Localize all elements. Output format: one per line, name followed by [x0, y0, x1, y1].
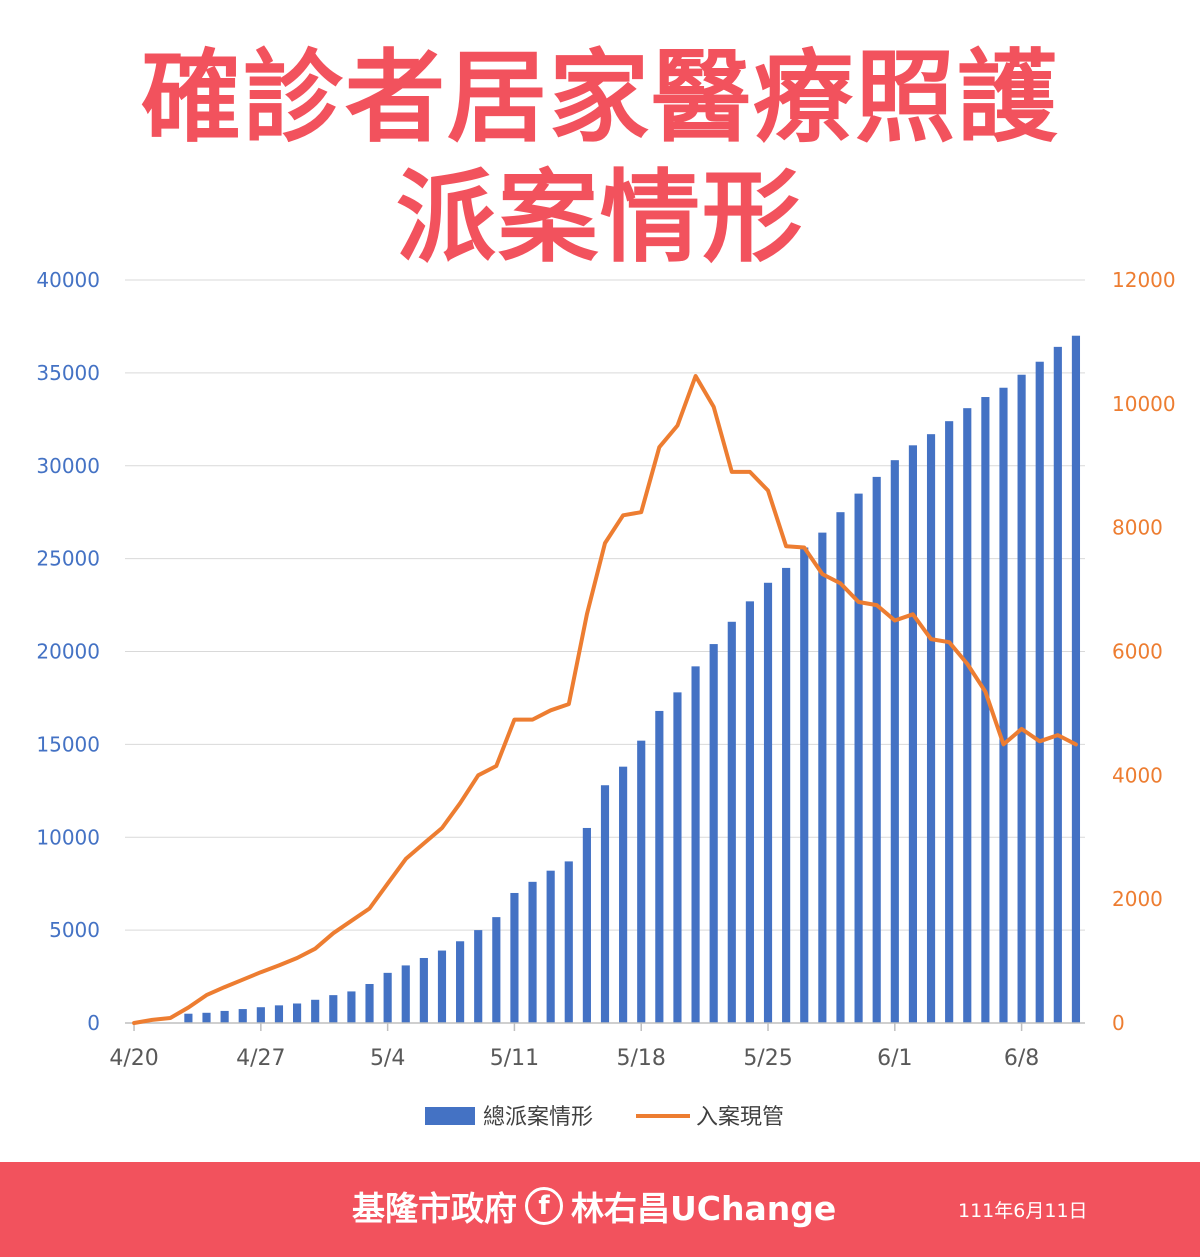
- footer-org: 基隆市政府: [352, 1189, 517, 1228]
- x-tick-label: 6/8: [1004, 1046, 1039, 1071]
- bar: [872, 476, 881, 1023]
- bar: [347, 991, 356, 1023]
- bar: [456, 941, 465, 1023]
- bar: [1035, 361, 1044, 1024]
- line-series-入案現管: [132, 374, 1078, 1025]
- bar: [818, 532, 827, 1023]
- bar: [800, 547, 809, 1023]
- y-right-tick-label: 0: [1112, 1011, 1125, 1035]
- bar: [637, 740, 646, 1023]
- y-right-tick-label: 10000: [1112, 392, 1176, 416]
- footer-credits: 基隆市政府 f 林右昌UChange: [352, 1182, 836, 1230]
- bar: [311, 999, 320, 1023]
- combo-chart: 0500010000150002000025000300003500040000…: [36, 268, 1176, 1130]
- bar: [401, 965, 410, 1023]
- bar: [890, 460, 899, 1023]
- bar: [836, 512, 845, 1023]
- bar: [329, 995, 338, 1023]
- bar: [727, 621, 736, 1023]
- x-tick-label: 6/1: [877, 1046, 912, 1071]
- bar: [782, 567, 791, 1023]
- bar: [1053, 346, 1062, 1023]
- bar: [600, 785, 610, 1023]
- y-left-tick-label: 5000: [49, 918, 100, 942]
- bar: [673, 692, 682, 1023]
- legend-label-bar: 總派案情形: [483, 1105, 593, 1130]
- x-tick-label: 5/18: [617, 1046, 666, 1071]
- bar: [365, 983, 374, 1023]
- bar: [945, 421, 954, 1023]
- chart-title-line-2: 派案情形: [396, 159, 804, 276]
- y-left-tick-label: 15000: [36, 732, 100, 756]
- y-right-tick-label: 4000: [1112, 763, 1163, 787]
- x-tick-label: 5/11: [490, 1046, 539, 1071]
- bar: [709, 644, 718, 1023]
- bar: [474, 930, 483, 1023]
- bar: [492, 917, 501, 1023]
- legend-label-line: 入案現管: [696, 1105, 784, 1130]
- y-left-tick-label: 25000: [36, 547, 100, 571]
- footer-date: 111年6月11日: [958, 1200, 1088, 1222]
- bar: [202, 1012, 211, 1023]
- bar: [691, 666, 700, 1023]
- x-tick-label: 4/27: [236, 1046, 285, 1071]
- chart-title: 確診者居家醫療照護 派案情形: [0, 40, 1200, 276]
- bar: [184, 1013, 193, 1023]
- bar: [655, 710, 664, 1023]
- bar: [419, 957, 428, 1023]
- bar: [999, 387, 1008, 1023]
- y-right-tick-label: 6000: [1112, 640, 1163, 664]
- bar: [619, 766, 628, 1023]
- bar: [383, 972, 392, 1023]
- bar: [763, 582, 773, 1023]
- footer-bar: 基隆市政府 f 林右昌UChange 111年6月11日: [0, 1162, 1200, 1257]
- bar: [963, 408, 972, 1024]
- bar: [510, 892, 519, 1023]
- bar: [437, 950, 447, 1023]
- bar: [745, 601, 754, 1023]
- bar: [274, 1005, 284, 1023]
- x-tick-label: 5/25: [743, 1046, 792, 1071]
- y-right-tick-label: 2000: [1112, 887, 1163, 911]
- y-left-tick-label: 10000: [36, 825, 100, 849]
- bar: [528, 881, 537, 1023]
- y-left-tick-label: 30000: [36, 454, 100, 478]
- bar: [1071, 335, 1081, 1024]
- y-left-tick-label: 40000: [36, 268, 100, 292]
- footer-account: 林右昌UChange: [571, 1189, 837, 1228]
- legend-swatch-bar: [425, 1107, 475, 1125]
- bar: [256, 1007, 265, 1023]
- y-left-tick-label: 20000: [36, 640, 100, 664]
- bar: [220, 1010, 229, 1023]
- y-right-tick-label: 12000: [1112, 268, 1176, 292]
- chart-title-line-1: 確診者居家醫療照護: [141, 39, 1059, 156]
- bar: [564, 861, 573, 1023]
- x-tick-label: 5/4: [370, 1046, 405, 1071]
- bar: [926, 434, 936, 1023]
- bar: [582, 827, 591, 1023]
- y-right-tick-label: 8000: [1112, 516, 1163, 540]
- bar: [981, 397, 990, 1024]
- bar: [546, 870, 555, 1023]
- y-left-tick-label: 0: [87, 1011, 100, 1035]
- bar: [908, 445, 917, 1023]
- y-left-tick-label: 35000: [36, 361, 100, 385]
- bar: [238, 1009, 247, 1023]
- bar: [293, 1003, 302, 1023]
- facebook-icon: f: [525, 1187, 563, 1225]
- bar: [854, 493, 863, 1023]
- bar: [1017, 374, 1026, 1023]
- x-tick-label: 4/20: [109, 1046, 158, 1071]
